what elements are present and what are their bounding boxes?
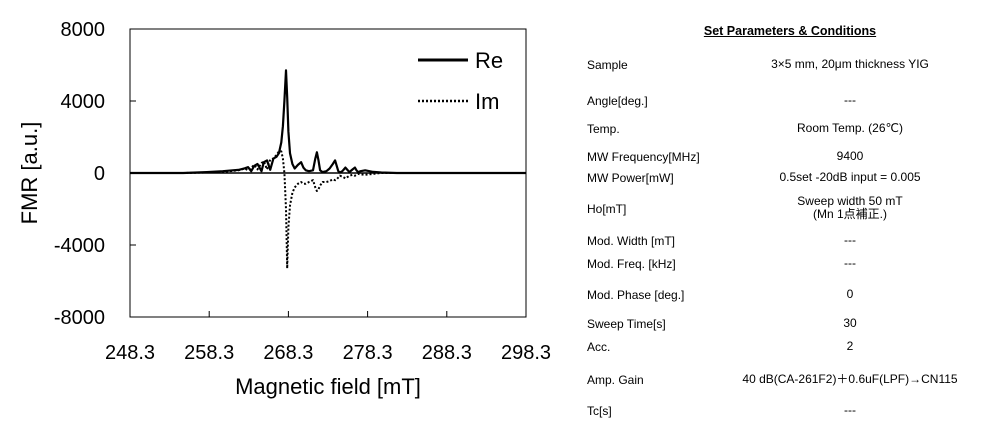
param-label: Sweep Time[s]: [587, 317, 666, 331]
param-label: Sample: [587, 58, 628, 72]
series-line-re: [130, 69, 526, 175]
legend: Re Im: [418, 48, 503, 114]
param-value: ---: [844, 233, 856, 247]
x-tick-label: 298.3: [501, 342, 551, 364]
fmr-chart: 8000 4000 0 -4000 -8000 248.3 258.3 268.3 278.3…: [17, 19, 551, 399]
param-label: Temp.: [587, 122, 620, 136]
legend-im-label: Im: [475, 89, 499, 114]
y-axis-title: FMR [a.u.]: [17, 122, 42, 225]
y-tick-label: -8000: [54, 307, 105, 329]
param-label: Mod. Freq. [kHz]: [587, 257, 676, 271]
param-label: MW Power[mW]: [587, 171, 674, 185]
x-tick-label: 268.3: [263, 342, 313, 364]
y-tick-label: 4000: [61, 91, 106, 113]
y-axis-ticks: 8000 4000 0 -4000 -8000: [54, 19, 136, 329]
param-value: ---: [844, 403, 856, 417]
param-value: 0.5set -20dB input = 0.005: [779, 170, 921, 184]
parameters-title: Set Parameters & Conditions: [703, 24, 877, 38]
param-value: 2: [846, 339, 854, 353]
x-tick-label: 288.3: [422, 342, 472, 364]
x-tick-label: 258.3: [184, 342, 234, 364]
param-label: Acc.: [587, 340, 611, 354]
param-label: Angle[deg.]: [587, 94, 648, 108]
param-label: MW Frequency[MHz]: [587, 150, 700, 164]
chart-svg: 8000 4000 0 -4000 -8000 248.3 258.3 268.3 278.3…: [17, 19, 551, 399]
param-label: Mod. Width [mT]: [587, 234, 676, 248]
param-label: Mod. Phase [deg.]: [587, 288, 685, 302]
param-value: Room Temp. (26℃): [797, 121, 903, 135]
param-value: 9400: [836, 149, 864, 163]
param-value: ---: [844, 256, 856, 270]
param-value: 0: [846, 287, 854, 301]
x-tick-label: 248.3: [105, 342, 155, 364]
x-tick-label: 278.3: [343, 342, 393, 364]
series-group: [130, 69, 526, 270]
param-value: Sweep width 50 mT (Mn 1点補正.): [797, 194, 903, 221]
x-axis-ticks: 248.3 258.3 268.3 278.3 288.3 298.3: [105, 311, 551, 364]
y-tick-label: 8000: [61, 19, 106, 41]
y-tick-label: 0: [94, 163, 105, 185]
parameters-panel: Set Parameters & Conditions Sample 3×5 mm…: [580, 20, 1000, 420]
param-value: ---: [844, 93, 856, 107]
param-label: Tc[s]: [587, 404, 612, 418]
param-label: Amp. Gain: [587, 373, 644, 387]
legend-re-label: Re: [475, 48, 503, 73]
param-value: 3×5 mm, 20μm thickness YIG: [771, 57, 929, 71]
x-axis-title: Magnetic field [mT]: [235, 374, 421, 399]
param-value: 40 dB(CA-261F2)＋0.6uF(LPF)→CN115: [742, 372, 958, 386]
series-line-im: [130, 150, 526, 270]
y-tick-label: -4000: [54, 235, 105, 257]
param-label: Ho[mT]: [587, 202, 627, 216]
param-value: 30: [843, 316, 857, 330]
